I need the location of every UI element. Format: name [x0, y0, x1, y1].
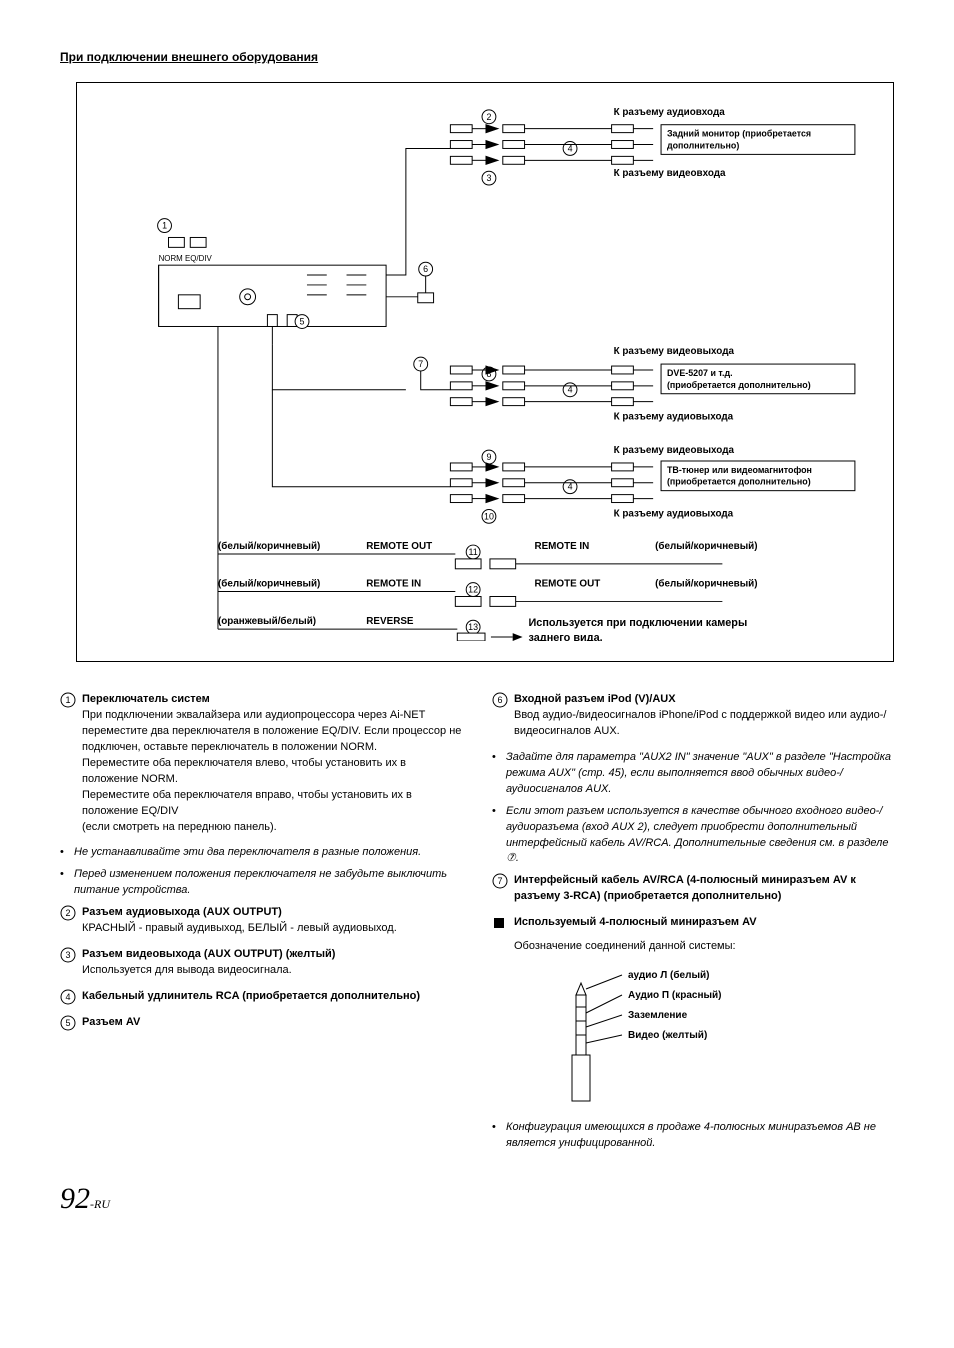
bullet-item: •Задайте для параметра "AUX2 IN" значени… [492, 750, 894, 798]
svg-text:2: 2 [486, 112, 491, 122]
svg-text:5: 5 [300, 317, 305, 327]
svg-text:REMOTE IN: REMOTE IN [534, 541, 589, 552]
bullet-item: •Не устанавливайте эти два переключателя… [60, 845, 462, 861]
item-number-icon: 1 [60, 692, 82, 708]
numbered-item: 7Интерфейсный кабель AV/RCA (4-полюсный … [492, 873, 894, 905]
svg-text:12: 12 [468, 585, 478, 595]
numbered-item: 5Разъем AV [60, 1015, 462, 1031]
svg-text:NORM EQ/DIV: NORM EQ/DIV [159, 254, 213, 263]
svg-text:10: 10 [484, 511, 494, 521]
svg-text:11: 11 [469, 547, 478, 557]
svg-text:(приобретается дополнительно): (приобретается дополнительно) [667, 477, 811, 487]
item-number-icon: 5 [60, 1015, 82, 1031]
svg-text:К разъему видеовыхода: К разъему видеовыхода [614, 346, 735, 357]
svg-text:7: 7 [497, 876, 502, 886]
item-number-icon: 6 [492, 692, 514, 708]
svg-text:1: 1 [162, 221, 167, 231]
svg-text:К разъему видеовхода: К разъему видеовхода [614, 168, 726, 179]
mini-jack-diagram: аудио Л (белый) Аудио П (красный) Заземл… [562, 965, 894, 1110]
svg-text:6: 6 [497, 695, 502, 705]
left-column: 1Переключатель системПри подключении экв… [60, 692, 462, 1158]
columns: 1Переключатель системПри подключении экв… [60, 692, 894, 1158]
svg-text:2: 2 [65, 908, 70, 918]
svg-text:1: 1 [65, 695, 70, 705]
svg-text:(приобретается дополнительно): (приобретается дополнительно) [667, 380, 811, 390]
svg-text:3: 3 [486, 173, 491, 183]
item-number-icon: 2 [60, 905, 82, 921]
svg-text:5: 5 [65, 1018, 70, 1028]
svg-text:заднего вида.: заднего вида. [529, 632, 603, 641]
page: При подключении внешнего оборудования 1 … [0, 0, 954, 1256]
bullet-item: •Конфигурация имеющихся в продаже 4-полю… [492, 1120, 894, 1152]
svg-text:К разъему аудиовыхода: К разъему аудиовыхода [614, 411, 734, 422]
item-number-icon: 7 [492, 873, 514, 889]
svg-text:К разъему видеовыхода: К разъему видеовыхода [614, 445, 735, 456]
numbered-item: 3Разъем видеовыхода (AUX OUTPUT) (желтый… [60, 947, 462, 979]
bullet-item: •Перед изменением положения переключател… [60, 867, 462, 899]
page-number: 92-RU [60, 1182, 894, 1216]
right-bullets-a: •Задайте для параметра "AUX2 IN" значени… [492, 750, 894, 868]
svg-text:Используется при подключении к: Используется при подключении камеры [529, 617, 748, 629]
svg-text:(оранжевый/белый): (оранжевый/белый) [218, 616, 316, 627]
numbered-item: 4Кабельный удлинитель RCA (приобретается… [60, 989, 462, 1005]
svg-text:REMOTE OUT: REMOTE OUT [366, 541, 432, 552]
numbered-item: 6Входной разъем iPod (V)/AUXВвод аудио-/… [492, 692, 894, 740]
left-bullets: •Не устанавливайте эти два переключателя… [60, 845, 462, 899]
svg-text:13: 13 [468, 622, 478, 632]
svg-text:К разъему аудиовхода: К разъему аудиовхода [614, 107, 726, 118]
svg-text:(белый/коричневый): (белый/коричневый) [655, 541, 757, 552]
svg-text:DVE-5207 и т.д.: DVE-5207 и т.д. [667, 368, 733, 378]
wiring-diagram: 1 NORM EQ/DIV 6 [76, 82, 894, 662]
svg-text:REMOTE OUT: REMOTE OUT [534, 579, 600, 590]
svg-text:Задний монитор (приобретается: Задний монитор (приобретается [667, 129, 811, 139]
numbered-item: 2Разъем аудиовыхода (AUX OUTPUT)КРАСНЫЙ … [60, 905, 462, 937]
svg-text:дополнительно): дополнительно) [667, 140, 739, 150]
svg-text:4: 4 [65, 992, 70, 1002]
svg-text:Заземление: Заземление [628, 1010, 688, 1021]
section-title: При подключении внешнего оборудования [60, 50, 894, 64]
numbered-item: 1Переключатель системПри подключении экв… [60, 692, 462, 835]
square-icon [494, 918, 504, 928]
svg-text:9: 9 [486, 452, 491, 462]
item-number-icon: 4 [60, 989, 82, 1005]
svg-text:аудио Л (белый): аудио Л (белый) [628, 969, 710, 981]
svg-text:(белый/коричневый): (белый/коричневый) [655, 579, 757, 590]
diagram-svg: 1 NORM EQ/DIV 6 [99, 99, 871, 641]
svg-text:Видео (желтый): Видео (желтый) [628, 1030, 707, 1041]
svg-text:(белый/коричневый): (белый/коричневый) [218, 579, 320, 590]
svg-text:7: 7 [418, 359, 423, 369]
svg-text:Аудио П (красный): Аудио П (красный) [628, 990, 722, 1001]
svg-text:3: 3 [65, 950, 70, 960]
right-column: 6Входной разъем iPod (V)/AUXВвод аудио-/… [492, 692, 894, 1158]
svg-text:К разъему аудиовыхода: К разъему аудиовыхода [614, 508, 734, 519]
item-number-icon: 3 [60, 947, 82, 963]
mini-jack-heading: Используемый 4-полюсный миниразъем AV Об… [492, 915, 894, 955]
svg-text:6: 6 [423, 264, 428, 274]
bullet-item: •Если этот разъем используется в качеств… [492, 804, 894, 868]
svg-text:REMOTE IN: REMOTE IN [366, 579, 421, 590]
right-bullets-b: •Конфигурация имеющихся в продаже 4-полю… [492, 1120, 894, 1152]
svg-text:ТВ-тюнер или видеомагнитофон: ТВ-тюнер или видеомагнитофон [667, 465, 812, 475]
svg-text:(белый/коричневый): (белый/коричневый) [218, 541, 320, 552]
svg-text:REVERSE: REVERSE [366, 616, 414, 627]
